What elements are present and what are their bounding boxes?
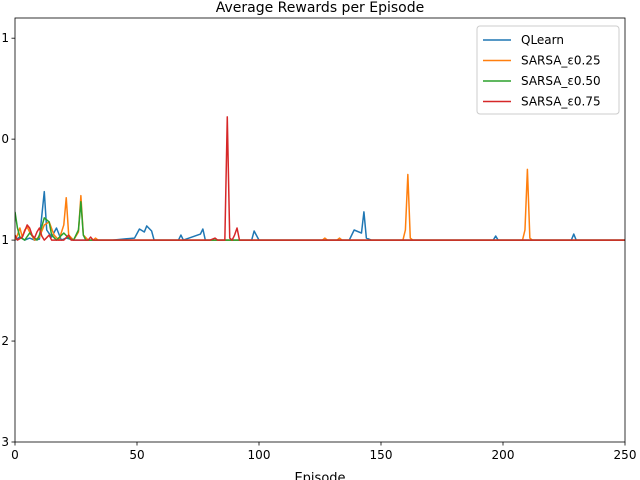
y-tick-label: 1 — [1, 31, 9, 45]
plot-area — [15, 116, 625, 241]
legend-label-1: SARSA_ε0.25 — [521, 54, 601, 68]
x-tick-label: 250 — [614, 448, 637, 462]
plot-frame — [14, 17, 626, 443]
series-line-0 — [15, 190, 625, 241]
legend: QLearn SARSA_ε0.25 SARSA_ε0.50 SARSA_ε0.75 — [476, 25, 620, 115]
y-tick-label: 0 — [1, 132, 9, 146]
axes: 0 50 100 150 200 250 3 2 1 0 1 — [1, 17, 637, 462]
x-tick-label: 50 — [129, 448, 144, 462]
legend-box — [476, 25, 620, 115]
y-tick-label: 1 — [1, 233, 9, 247]
x-axis-label: Episode — [294, 471, 345, 480]
x-tick-label: 100 — [248, 448, 271, 462]
legend-label-2: SARSA_ε0.50 — [521, 74, 601, 88]
x-tick-label: 150 — [370, 448, 393, 462]
series-line-3 — [15, 116, 625, 241]
y-tick-label: 2 — [1, 334, 9, 348]
chart-title: Average Rewards per Episode — [216, 0, 425, 16]
legend-label-0: QLearn — [521, 33, 564, 47]
x-tick-label: 0 — [11, 448, 19, 462]
legend-label-3: SARSA_ε0.75 — [521, 95, 601, 109]
series-group — [15, 116, 625, 241]
x-tick-label: 200 — [492, 448, 515, 462]
series-line-1 — [15, 168, 625, 241]
series-line-2 — [15, 200, 625, 241]
y-tick-label: 3 — [1, 435, 9, 449]
